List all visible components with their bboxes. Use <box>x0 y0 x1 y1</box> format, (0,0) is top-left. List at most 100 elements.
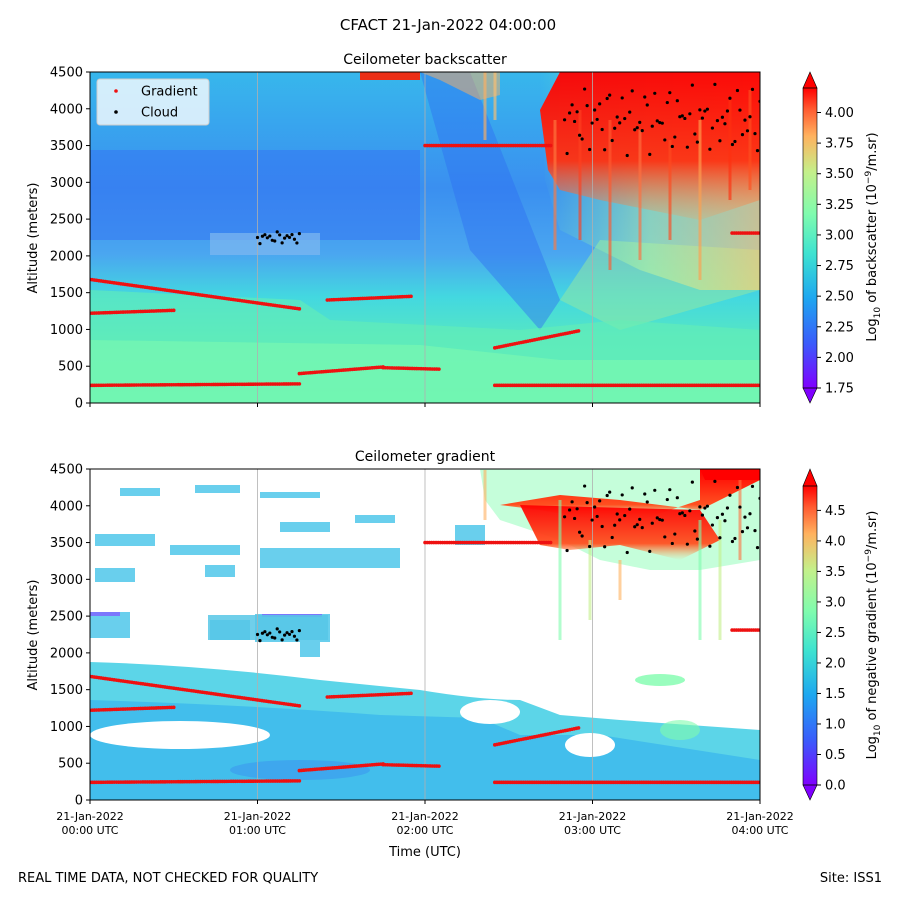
cloud-marker <box>628 110 632 114</box>
cloud-marker <box>290 630 294 634</box>
cloud-marker <box>655 119 659 123</box>
cloud-marker <box>628 507 632 511</box>
cloud-marker <box>583 87 587 91</box>
cloud-marker <box>713 479 717 483</box>
cloud-marker <box>660 518 664 522</box>
gradient-panel: Ceilometer gradient <box>26 449 883 860</box>
cloud-marker <box>703 506 707 510</box>
colorbar-tick-label: 0.5 <box>825 748 846 763</box>
cloud-marker <box>718 139 722 143</box>
backscatter-colorbar: 4.00 3.75 3.50 3.25 3.00 2.75 2.50 2.25 2.00 1.75… <box>802 71 883 404</box>
gradient-marker <box>409 691 413 696</box>
xtick-date-label: 21-Jan-2022 <box>56 810 124 823</box>
cloud-marker <box>562 515 567 519</box>
footer-site: Site: ISS1 <box>820 871 882 886</box>
cloud-marker <box>575 507 579 511</box>
gradient-colorbar: 4.5 4.0 3.5 3.0 2.5 2.0 1.5 1.0 0.5 0.0 Log10 of … <box>802 468 883 801</box>
cloud-marker <box>748 512 752 516</box>
colorbar-tick-label: 4.0 <box>825 534 846 549</box>
cloud-marker <box>725 109 730 113</box>
cloud-marker <box>295 638 299 642</box>
xtick-time-label: 02:00 UTC <box>396 824 453 837</box>
ytick-label: 3000 <box>50 573 83 588</box>
cloud-marker <box>648 549 652 553</box>
cloud-marker <box>260 234 265 238</box>
cloud-marker <box>275 627 279 631</box>
xtick-time-label: 00:00 UTC <box>61 824 118 837</box>
cloud-marker <box>273 636 277 640</box>
legend-cloud-label: Cloud <box>141 106 178 121</box>
ytick-label: 2000 <box>50 646 83 661</box>
cloud-marker <box>665 100 669 105</box>
cloud-marker <box>585 501 589 505</box>
colorbar-tick-label: 4.5 <box>825 504 846 519</box>
cloud-marker <box>618 121 622 125</box>
cloud-marker <box>258 639 262 643</box>
colorbar-tick-label: 2.50 <box>825 290 854 305</box>
cloud-marker <box>738 505 742 509</box>
gradient-heatmap <box>90 469 760 800</box>
gradient-marker <box>548 143 553 148</box>
colorbar-tick-label: 3.0 <box>825 595 846 610</box>
xtick-time-label: 03:00 UTC <box>564 824 621 837</box>
cloud-marker <box>730 539 735 544</box>
cloud-marker <box>287 235 292 240</box>
cloud-marker <box>255 235 260 240</box>
cloud-marker <box>260 631 265 635</box>
cloud-marker <box>295 241 299 245</box>
footer-quality-notice: REAL TIME DATA, NOT CHECKED FOR QUALITY <box>18 871 318 886</box>
cloud-marker <box>725 506 730 510</box>
cloud-marker <box>635 126 639 130</box>
cloud-marker <box>745 129 750 133</box>
ytick-label: 3000 <box>50 176 83 191</box>
cloud-marker <box>658 517 662 522</box>
gradient-colorbar-label: Log10 of negative gradient (10−9/m.sr) <box>864 511 883 760</box>
xtick-date-label: 21-Jan-2022 <box>224 810 292 823</box>
cloud-marker <box>673 532 677 536</box>
cloud-marker <box>265 633 269 637</box>
cloud-marker <box>733 139 737 144</box>
cloud-marker <box>618 518 622 522</box>
cloud-marker <box>278 233 282 237</box>
cloud-marker <box>567 508 572 512</box>
cloud-marker <box>688 112 692 116</box>
cloud-marker <box>588 147 592 152</box>
cloud-marker <box>685 145 689 149</box>
cloud-marker <box>710 126 714 130</box>
cloud-marker <box>598 499 602 503</box>
cloud-marker <box>570 500 574 504</box>
cloud-marker <box>728 493 732 497</box>
cloud-marker <box>698 108 702 112</box>
cloud-marker <box>720 115 725 119</box>
colorbar-tick-label: 2.75 <box>825 259 854 274</box>
ytick-label: 4000 <box>50 499 83 514</box>
cloud-marker <box>255 632 260 637</box>
gradient-marker <box>297 307 302 311</box>
cloud-marker <box>645 103 649 107</box>
gradient-marker <box>576 329 581 333</box>
ytick-label: 0 <box>75 794 83 809</box>
cloud-marker <box>728 96 732 100</box>
cloud-marker <box>735 485 740 490</box>
cloud-marker <box>280 241 284 245</box>
cloud-marker <box>640 526 644 530</box>
ytick-label: 2000 <box>50 249 83 264</box>
cloud-marker <box>613 126 617 130</box>
cloud-marker <box>653 488 657 492</box>
ytick-label: 0 <box>75 397 83 412</box>
cloud-marker <box>655 516 659 520</box>
cloud-marker <box>718 536 722 540</box>
cloud-marker <box>645 500 649 504</box>
figure-suptitle: CFACT 21-Jan-2022 04:00:00 <box>340 16 556 34</box>
cloud-marker <box>292 237 297 241</box>
cloud-marker <box>590 518 594 522</box>
cloud-marker <box>693 132 697 136</box>
cloud-marker <box>565 548 569 553</box>
cloud-marker <box>730 142 735 147</box>
cloud-marker <box>610 535 614 540</box>
cloud-marker <box>278 630 282 634</box>
cloud-marker <box>670 541 674 546</box>
cloud-marker <box>273 239 277 243</box>
ytick-label: 1500 <box>50 286 83 301</box>
